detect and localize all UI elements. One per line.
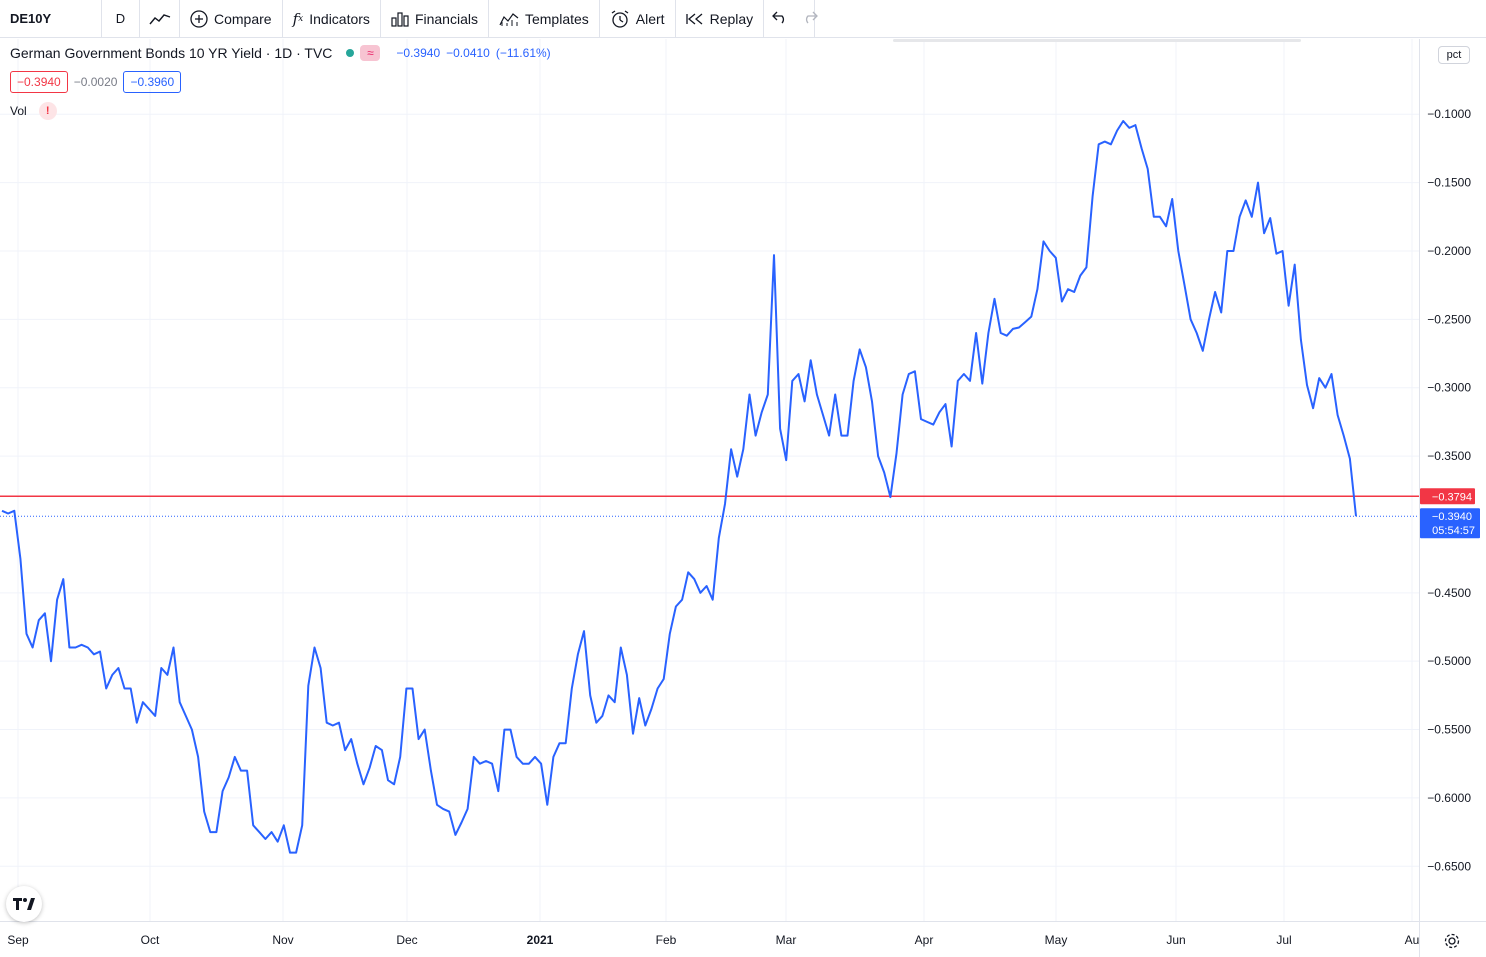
- legend-change-percent: (−11.61%): [495, 46, 551, 60]
- financials-label: Financials: [414, 10, 478, 27]
- time-tick-label: Nov: [272, 933, 293, 947]
- pane-separator: [893, 39, 1301, 42]
- market-open-icon[interactable]: [346, 49, 355, 57]
- legend-change: −0.0410: [446, 46, 490, 60]
- time-tick-label: Jul: [1276, 933, 1291, 947]
- interval-button[interactable]: D: [102, 0, 140, 37]
- alert-label: Alert: [635, 10, 665, 27]
- redo-icon[interactable]: [802, 10, 819, 27]
- time-tick-label: 2021: [527, 933, 554, 947]
- price-tick-label: −0.3000: [1427, 381, 1471, 395]
- alert-button[interactable]: Alert: [600, 0, 676, 37]
- line-chart-icon: [148, 12, 171, 26]
- time-tick-label: Jun: [1166, 933, 1185, 947]
- time-tick-label: Dec: [396, 933, 417, 947]
- bid-ask-row: −0.3940 −0.0020 −0.3960: [10, 71, 182, 93]
- time-tick-label: Mar: [776, 933, 797, 947]
- symbol-search-button[interactable]: DE10Y: [0, 0, 102, 37]
- replay-button[interactable]: Replay: [676, 0, 765, 37]
- buy-price-box[interactable]: −0.3960: [123, 71, 182, 93]
- undo-redo-group: [764, 0, 819, 37]
- templates-button[interactable]: Templates: [489, 0, 600, 37]
- tradingview-logo-icon[interactable]: [6, 886, 42, 922]
- bar-countdown-label: 05:54:57: [1432, 525, 1475, 537]
- chart-grid: [0, 39, 1419, 921]
- replay-label: Replay: [709, 10, 754, 27]
- price-tick-label: −0.6500: [1427, 859, 1471, 873]
- time-tick-label: Au: [1405, 933, 1420, 947]
- price-tick-label: −0.6000: [1427, 791, 1471, 805]
- time-axis-labels: Sep Oct Nov Dec 2021 Feb Mar Apr May Jun Jul Au: [7, 933, 1419, 947]
- status-indicators: ≈: [346, 45, 381, 61]
- gear-icon[interactable]: [1441, 930, 1463, 952]
- price-tick-label: −0.4500: [1427, 586, 1471, 600]
- undo-icon[interactable]: [772, 10, 788, 27]
- horizontal-lines: [0, 495, 1419, 517]
- sell-price-box[interactable]: −0.3940: [10, 71, 68, 93]
- financials-button[interactable]: Financials: [381, 0, 489, 37]
- legend-last-value: −0.3940: [396, 46, 441, 60]
- price-tick-label: −0.3500: [1427, 449, 1471, 463]
- bar-chart-icon: [391, 11, 409, 27]
- indicators-label: Indicators: [309, 10, 370, 27]
- time-tick-label: Sep: [7, 933, 29, 947]
- volume-label[interactable]: Vol: [10, 104, 27, 118]
- level-tag[interactable]: [1420, 488, 1475, 505]
- templates-label: Templates: [524, 10, 589, 27]
- price-tick-label: −0.5500: [1427, 723, 1471, 737]
- price-tick-label: −0.1000: [1427, 107, 1471, 121]
- price-tick-label: −0.1500: [1427, 176, 1471, 190]
- price-chart[interactable]: −0.1000 −0.1500 −0.2000 −0.2500 −0.3000 −0.35…: [0, 39, 1486, 957]
- time-tick-label: May: [1045, 933, 1068, 947]
- replay-icon: [685, 12, 704, 26]
- templates-icon: [499, 11, 519, 27]
- spread-value: −0.0020: [73, 75, 118, 89]
- compare-label: Compare: [214, 10, 272, 27]
- data-delay-icon[interactable]: ≈: [360, 45, 381, 61]
- chart-legend: German Government Bonds 10 YR Yield · 1D…: [10, 45, 551, 61]
- series-line: [1, 120, 1357, 854]
- price-tick-label: −0.2000: [1427, 244, 1471, 258]
- time-tick-label: Oct: [141, 933, 160, 947]
- time-tick-label: Apr: [915, 933, 934, 947]
- compare-button[interactable]: Compare: [180, 0, 283, 37]
- last-price-tag: [1420, 508, 1480, 539]
- price-tick-label: −0.5000: [1427, 654, 1471, 668]
- alarm-clock-icon: [610, 9, 630, 29]
- chart-type-button[interactable]: [140, 0, 180, 37]
- plus-circle-icon: [190, 9, 208, 28]
- price-tick-label: −0.2500: [1427, 312, 1471, 326]
- volume-legend: Vol !: [10, 102, 57, 120]
- scale-unit-button[interactable]: pct: [1438, 46, 1470, 64]
- legend-values: −0.3940 −0.0410 (−11.61%): [396, 46, 550, 60]
- price-axis-tags: −0.3794 −0.3940 05:54:57: [1420, 488, 1480, 539]
- level-tag-label: −0.3794: [1432, 491, 1472, 503]
- last-price-label: −0.3940: [1432, 511, 1472, 523]
- warning-icon[interactable]: !: [38, 102, 57, 120]
- price-axis-labels: −0.1000 −0.1500 −0.2000 −0.2500 −0.3000 −0.35…: [1427, 107, 1471, 873]
- time-tick-label: Feb: [656, 933, 677, 947]
- symbol-title[interactable]: German Government Bonds 10 YR Yield · 1D…: [10, 45, 333, 61]
